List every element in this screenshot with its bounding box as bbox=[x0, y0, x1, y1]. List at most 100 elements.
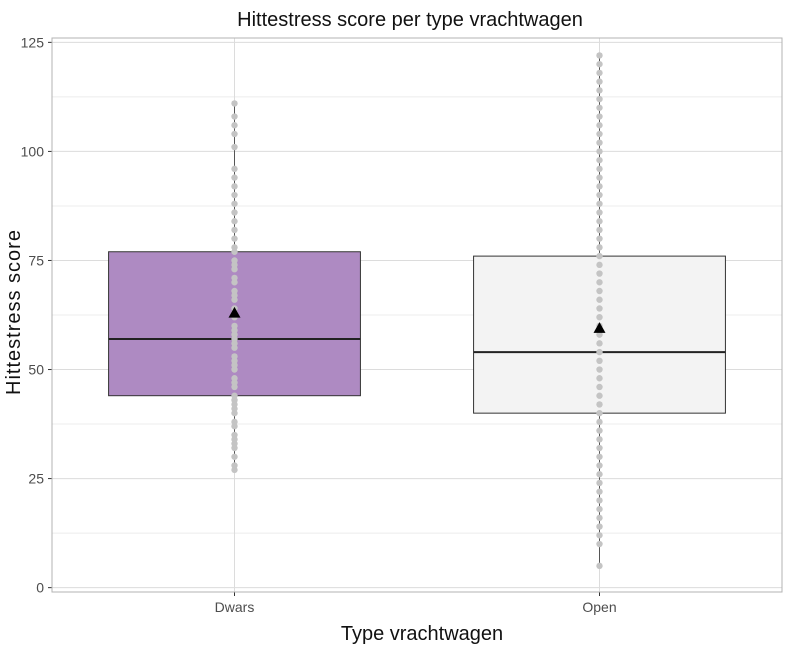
data-point bbox=[231, 113, 238, 120]
data-point bbox=[596, 296, 603, 303]
data-point bbox=[231, 418, 238, 426]
data-point bbox=[231, 392, 238, 399]
data-point bbox=[596, 165, 603, 173]
data-point bbox=[596, 113, 603, 120]
data-point bbox=[596, 488, 603, 495]
data-point bbox=[596, 366, 603, 373]
data-point bbox=[231, 453, 238, 460]
data-point bbox=[231, 431, 238, 439]
panel-border bbox=[51, 37, 783, 593]
mean-marker bbox=[593, 322, 606, 333]
data-point bbox=[231, 100, 238, 107]
data-point bbox=[596, 252, 603, 260]
data-point bbox=[231, 287, 238, 295]
data-point bbox=[596, 562, 603, 570]
data-point bbox=[596, 462, 603, 469]
data-point bbox=[231, 353, 238, 360]
data-point bbox=[231, 200, 238, 207]
y-tick-label: 75 bbox=[28, 252, 44, 268]
data-point bbox=[596, 226, 603, 234]
y-tick-label: 0 bbox=[36, 580, 44, 596]
box-group-dwars bbox=[108, 100, 361, 474]
data-point bbox=[596, 505, 603, 513]
data-point bbox=[596, 174, 603, 181]
data-point bbox=[231, 375, 238, 382]
data-point bbox=[596, 78, 603, 85]
data-point bbox=[596, 436, 603, 443]
data-point bbox=[596, 183, 603, 190]
box-layer bbox=[108, 52, 726, 570]
y-tick-label: 50 bbox=[28, 362, 44, 378]
data-point bbox=[596, 95, 603, 103]
box-group-open bbox=[473, 52, 726, 570]
data-point bbox=[596, 392, 603, 399]
data-point bbox=[231, 462, 238, 469]
y-axis-title: Hittestress score bbox=[3, 229, 25, 395]
data-point bbox=[596, 357, 603, 365]
data-point bbox=[596, 270, 603, 277]
data-point bbox=[231, 174, 238, 181]
data-point bbox=[596, 444, 603, 452]
data-point bbox=[596, 497, 603, 504]
data-point bbox=[231, 322, 238, 330]
data-point bbox=[596, 279, 603, 286]
data-point bbox=[596, 453, 603, 460]
data-point bbox=[596, 122, 603, 129]
data-point bbox=[596, 514, 603, 522]
mean-marker bbox=[228, 306, 241, 318]
data-point bbox=[596, 69, 603, 77]
axis-layer: 0 25 50 75 100 125 Dwars Open bbox=[21, 34, 783, 615]
data-point bbox=[231, 122, 238, 129]
data-point bbox=[596, 340, 603, 347]
data-point bbox=[596, 479, 603, 487]
chart-title: Hittestress score per type vrachtwagen bbox=[237, 9, 583, 31]
y-tick-label: 125 bbox=[21, 34, 45, 50]
data-point bbox=[596, 52, 603, 59]
data-point bbox=[596, 235, 603, 242]
data-point bbox=[596, 287, 603, 295]
data-point bbox=[231, 191, 238, 199]
data-point bbox=[596, 418, 603, 426]
data-point bbox=[596, 383, 603, 391]
data-point bbox=[596, 540, 603, 548]
data-point bbox=[596, 156, 603, 164]
data-point bbox=[596, 60, 603, 68]
data-point bbox=[231, 143, 238, 151]
data-point bbox=[596, 331, 603, 338]
data-point bbox=[231, 165, 238, 173]
data-point bbox=[596, 313, 603, 321]
y-tick-label: 25 bbox=[28, 471, 44, 487]
data-point bbox=[596, 348, 603, 356]
data-point bbox=[596, 87, 603, 94]
data-point bbox=[231, 257, 238, 264]
data-point bbox=[596, 218, 603, 225]
data-point bbox=[596, 305, 603, 312]
data-point bbox=[596, 209, 603, 216]
data-point bbox=[596, 427, 603, 434]
data-point bbox=[231, 218, 238, 225]
x-tick-label: Open bbox=[582, 599, 616, 615]
data-point bbox=[231, 244, 238, 251]
data-point bbox=[231, 183, 238, 190]
data-point bbox=[596, 130, 603, 138]
data-point bbox=[596, 523, 603, 530]
data-point bbox=[596, 139, 603, 146]
x-axis-title: Type vrachtwagen bbox=[341, 623, 503, 645]
data-point bbox=[231, 226, 238, 234]
y-tick-label: 100 bbox=[21, 143, 45, 159]
data-point bbox=[231, 274, 238, 282]
data-point bbox=[596, 244, 603, 251]
data-point bbox=[596, 532, 603, 539]
data-point bbox=[596, 261, 603, 269]
data-point bbox=[596, 200, 603, 207]
data-point bbox=[231, 209, 238, 216]
data-point bbox=[231, 235, 238, 242]
data-point bbox=[596, 191, 603, 199]
x-tick-label: Dwars bbox=[215, 599, 255, 615]
data-point bbox=[596, 471, 603, 478]
data-point bbox=[596, 401, 603, 408]
data-point bbox=[596, 148, 603, 155]
data-point bbox=[596, 409, 603, 417]
